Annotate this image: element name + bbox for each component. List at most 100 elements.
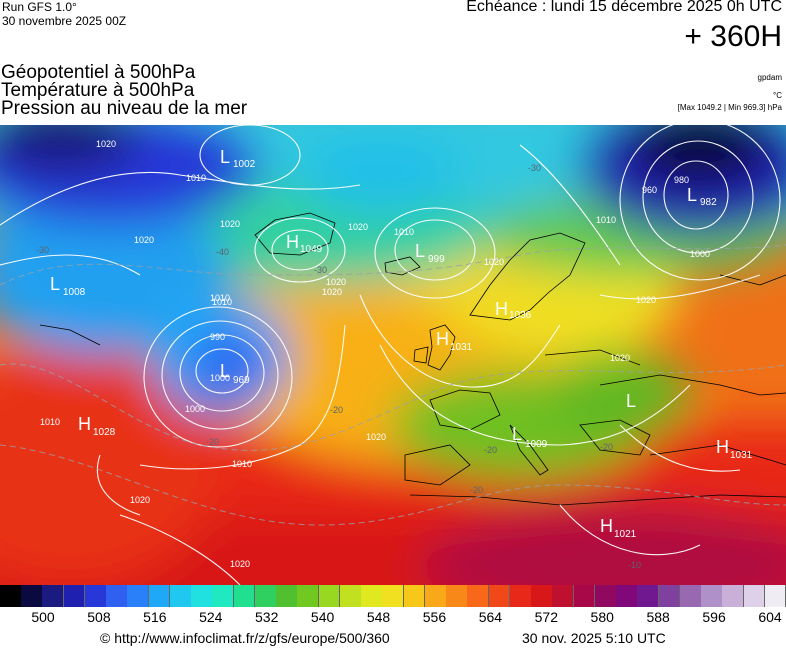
- isobar-label: 1020: [326, 277, 346, 287]
- color-scale-label: 556: [422, 609, 447, 625]
- svg-text:1002: 1002: [233, 159, 256, 170]
- color-scale-swatch: [127, 585, 150, 607]
- color-scale-swatch: [233, 585, 256, 607]
- svg-text:L: L: [626, 391, 636, 411]
- svg-text:1028: 1028: [93, 427, 116, 438]
- color-scale-swatch: [339, 585, 362, 607]
- unit-geopotential: gpdam: [757, 73, 782, 82]
- color-scale-swatch: [679, 585, 702, 607]
- color-scale-swatch: [0, 585, 22, 607]
- isobar-label: 1020: [322, 287, 342, 297]
- isobar-label: 1020: [366, 432, 386, 442]
- lead-time: + 360H: [684, 20, 782, 53]
- temperature-labels: -30 -40 -30 -30 -20 -20 -20 -20 -20 -10: [36, 163, 641, 570]
- geopotential-field: [0, 125, 786, 585]
- color-scale-label: 596: [702, 609, 726, 625]
- isobar-label: 1020: [484, 257, 504, 267]
- color-scale-swatch: [637, 585, 660, 607]
- svg-text:1009: 1009: [525, 439, 548, 450]
- pressure-center: H 1031: [436, 329, 473, 353]
- isobar-label: 1010: [40, 417, 60, 427]
- svg-text:L: L: [220, 147, 230, 167]
- generated-timestamp: 30 nov. 2025 5:10 UTC: [522, 630, 666, 646]
- isobar-label: 1010: [210, 293, 230, 303]
- isobar-label: 1020: [348, 222, 368, 232]
- pressure-center: H 1021: [600, 516, 637, 540]
- param-pressure: Pression au niveau de la mer: [1, 98, 248, 119]
- temperature-label: -10: [628, 560, 641, 570]
- pressure-center: L 982: [687, 185, 717, 208]
- color-scale-swatch: [488, 585, 511, 607]
- color-scale-swatch: [254, 585, 277, 607]
- pressure-center: H 1036: [495, 299, 532, 321]
- isobar-label: 1010: [212, 297, 232, 307]
- color-scale-label: 564: [478, 609, 503, 625]
- isobars: [0, 125, 781, 585]
- color-scale-swatch: [509, 585, 532, 607]
- units-block: gpdam °C [Max 1049.2 | Min 969.3] hPa: [678, 72, 782, 114]
- color-scale-label: 508: [87, 609, 111, 625]
- color-scale-swatch: [722, 585, 744, 607]
- color-scale-swatch: [467, 585, 490, 607]
- svg-text:H: H: [78, 414, 91, 434]
- svg-text:L: L: [220, 361, 230, 381]
- color-scale-label: 572: [534, 609, 558, 625]
- isobar-label: 1010: [186, 173, 206, 183]
- svg-text:982: 982: [700, 197, 717, 208]
- color-scale-swatch: [701, 585, 723, 607]
- temperature-label: -30: [36, 245, 49, 255]
- param-geopotential: Géopotentiel à 500hPa: [1, 62, 196, 83]
- weather-map[interactable]: L 1002 H 1049 L 999 L 982 L 1008 L 969 H 1036 H…: [0, 125, 786, 585]
- isobar-label: 1020: [230, 559, 250, 569]
- isobar-label: 1000: [690, 249, 710, 259]
- isobar-label: 1020: [134, 235, 154, 245]
- color-scale-label: 532: [255, 609, 279, 625]
- svg-text:1049: 1049: [300, 244, 323, 255]
- pressure-center: H 1031: [716, 437, 753, 461]
- svg-text:1021: 1021: [614, 529, 637, 540]
- color-scale-swatch: [63, 585, 86, 607]
- color-scale-swatch: [764, 585, 786, 607]
- isobar-label: 1000: [185, 404, 205, 414]
- svg-text:L: L: [687, 185, 697, 205]
- isotherms: [0, 244, 786, 526]
- temperature-label: -20: [600, 442, 613, 452]
- pressure-center: L 969: [220, 361, 250, 386]
- coastlines: [39, 212, 786, 506]
- svg-text:1031: 1031: [730, 450, 753, 461]
- pressure-center: H 1049: [286, 232, 323, 255]
- color-scale-label: 588: [646, 609, 670, 625]
- color-scale-swatch: [403, 585, 426, 607]
- temperature-label: -20: [470, 485, 483, 495]
- isobar-label: 960: [642, 185, 657, 195]
- svg-text:1008: 1008: [63, 287, 86, 298]
- temperature-label: -30: [528, 163, 541, 173]
- isobar-label: 1020: [130, 495, 150, 505]
- pressure-center: L 1002: [220, 147, 256, 170]
- color-scale-swatch: [42, 585, 65, 607]
- color-scale-swatch: [743, 585, 766, 607]
- pressure-center: L 1008: [50, 274, 86, 298]
- temperature-label: -30: [314, 265, 327, 275]
- temperature-label: -40: [216, 247, 229, 257]
- color-scale-label: 516: [143, 609, 167, 625]
- run-label: Run GFS 1.0°: [2, 0, 77, 14]
- isobar-label: 990: [210, 332, 225, 342]
- color-scale-swatch: [531, 585, 553, 607]
- svg-text:L: L: [512, 424, 522, 444]
- temperature-label: -20: [484, 445, 497, 455]
- svg-text:1036: 1036: [509, 310, 532, 321]
- isobar-labels: 1020 1010 1020 1020 1020 1020 1010 990 1…: [40, 139, 710, 569]
- color-scale-swatch: [382, 585, 405, 607]
- isobar-label: 1010: [596, 215, 616, 225]
- svg-text:1031: 1031: [450, 342, 473, 353]
- color-scale-label: 548: [366, 609, 391, 625]
- color-scale-swatch: [658, 585, 681, 607]
- svg-text:969: 969: [233, 375, 250, 386]
- color-scale-swatch: [21, 585, 43, 607]
- color-scale-swatch: [424, 585, 447, 607]
- source-url[interactable]: © http://www.infoclimat.fr/z/gfs/europe/…: [100, 630, 390, 646]
- pressure-center: L: [626, 391, 636, 411]
- color-scale-swatch: [106, 585, 128, 607]
